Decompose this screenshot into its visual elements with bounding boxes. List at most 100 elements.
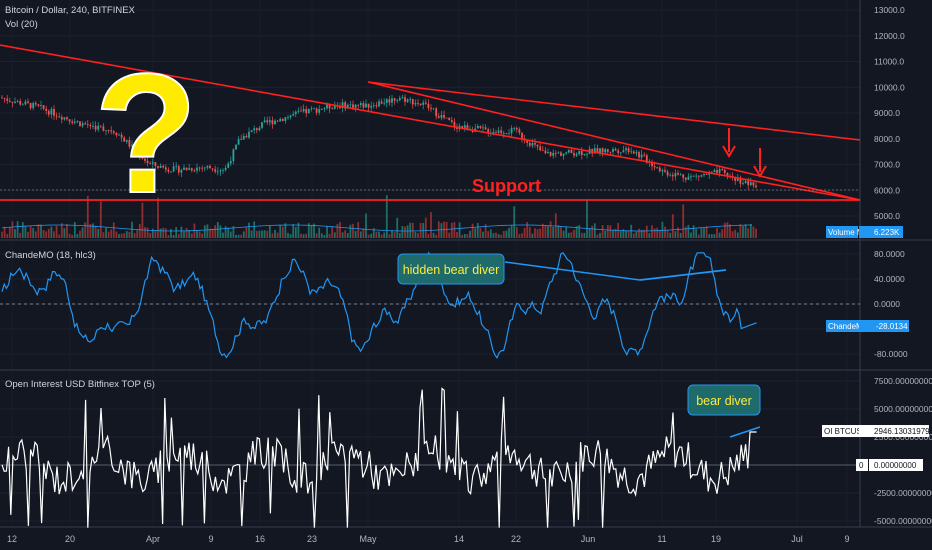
- volume-bar: [471, 223, 474, 238]
- candle-body: [167, 169, 170, 172]
- volume-bar: [318, 227, 321, 238]
- divergence-line[interactable]: [729, 426, 761, 438]
- time-axis[interactable]: 12 20 Apr 9 16 23 May 14 22 Jun 11 19 Jul 9: [7, 534, 850, 544]
- oi-tick-label: 5000.00000000: [874, 404, 932, 414]
- oi-badge-value: 2946.13031979: [874, 427, 930, 436]
- price-tick-label: 13000.0: [874, 5, 905, 15]
- candle-body: [297, 110, 300, 112]
- volume-bar: [692, 225, 695, 238]
- volume-bar: [131, 221, 133, 238]
- candle-body: [679, 174, 682, 176]
- volume-bar: [339, 221, 341, 238]
- divergence-line[interactable]: [639, 269, 727, 281]
- candle-body: [409, 99, 412, 100]
- volume-bar: [102, 232, 105, 238]
- candle-body: [502, 133, 505, 134]
- volume-bar: [297, 222, 300, 238]
- volume-bar: [609, 225, 612, 238]
- candle-body: [86, 124, 89, 126]
- time-tick-label: 9: [208, 534, 213, 544]
- volume-bar: [705, 226, 708, 238]
- volume-bar: [599, 232, 601, 238]
- price-tick-label: 12000.0: [874, 31, 905, 41]
- candle-body: [443, 115, 445, 118]
- candle-body: [495, 131, 497, 133]
- candle-body: [219, 170, 222, 172]
- volume-bar: [183, 231, 185, 238]
- volume-bar: [456, 231, 458, 238]
- candle-body: [58, 116, 61, 118]
- price-tick-label: 5000.0: [874, 211, 900, 221]
- volume-bar: [656, 227, 659, 238]
- candle-body: [690, 176, 692, 178]
- volume-ma-value: 6.223K: [874, 228, 900, 237]
- candle-body: [352, 104, 354, 108]
- volume-bar: [588, 228, 591, 238]
- candle-body: [716, 170, 718, 173]
- volume-bar: [385, 195, 388, 238]
- candle-body: [206, 165, 209, 168]
- candle-body: [71, 121, 74, 123]
- trendline-long[interactable]: [0, 44, 861, 201]
- volume-bar: [331, 226, 334, 238]
- volume-bar: [630, 224, 633, 238]
- candle-body: [627, 148, 630, 153]
- candle-body: [430, 107, 432, 109]
- price-axis[interactable]: 13000.0 12000.0 11000.0 10000.0 9000.0 8000.0…: [874, 5, 905, 221]
- candle-body: [508, 133, 510, 134]
- candle-body: [705, 174, 708, 175]
- candle-body: [344, 102, 347, 109]
- candle-body: [398, 98, 401, 101]
- oi-series-line[interactable]: [1, 387, 757, 528]
- trendline-upper[interactable]: [367, 81, 861, 141]
- oi-badge-label: OI BTCUSD: [824, 427, 868, 436]
- candle-body: [570, 150, 573, 154]
- volume-bar: [411, 222, 414, 238]
- divergence-line[interactable]: [504, 261, 641, 281]
- candle-body: [567, 150, 570, 153]
- candle-body: [29, 103, 32, 109]
- candle-body: [60, 117, 63, 120]
- candle-body: [63, 117, 66, 120]
- volume-bar: [258, 230, 261, 238]
- volume-bar: [89, 223, 92, 238]
- zero-badge-value: 0.00000000: [874, 461, 917, 470]
- volume-bar: [281, 226, 284, 238]
- volume-bar: [125, 231, 128, 238]
- candle-body: [510, 128, 513, 134]
- trendline-mid[interactable]: [367, 81, 861, 201]
- volume-bar: [144, 227, 146, 238]
- volume-bar: [227, 227, 230, 238]
- candle-body: [14, 101, 16, 103]
- volume-bar: [661, 221, 664, 238]
- volume-bar: [684, 226, 687, 238]
- zero-badge: 0 0.00000000: [856, 459, 923, 471]
- volume-bar: [549, 221, 552, 238]
- oi-title: Open Interest USD Bitfinex TOP (5): [5, 379, 155, 390]
- candle-body: [268, 120, 271, 123]
- candle-body: [123, 137, 126, 142]
- candle-body: [201, 167, 204, 169]
- candle-body: [547, 152, 549, 154]
- candle-body: [105, 130, 107, 132]
- candle-body: [294, 111, 297, 115]
- candle-body: [726, 172, 729, 176]
- volume-bar: [669, 232, 672, 238]
- volume-bar: [105, 227, 107, 238]
- oi-axis[interactable]: 7500.000000005000.000000002500.00000000-…: [874, 376, 932, 526]
- oi-badge: OI BTCUSD 2946.13031979: [822, 425, 930, 437]
- volume-bar: [505, 230, 508, 238]
- candle-body: [170, 171, 172, 173]
- candle-body: [599, 148, 601, 154]
- volume-bar: [500, 234, 503, 238]
- candle-body: [8, 100, 11, 102]
- candle-body: [50, 108, 53, 115]
- chande-series-line[interactable]: [1, 251, 757, 360]
- volume-bar: [492, 233, 495, 238]
- candle-body: [120, 134, 123, 138]
- volume-bar: [170, 228, 172, 238]
- candle-body: [128, 139, 131, 147]
- time-tick-label: 23: [307, 534, 317, 544]
